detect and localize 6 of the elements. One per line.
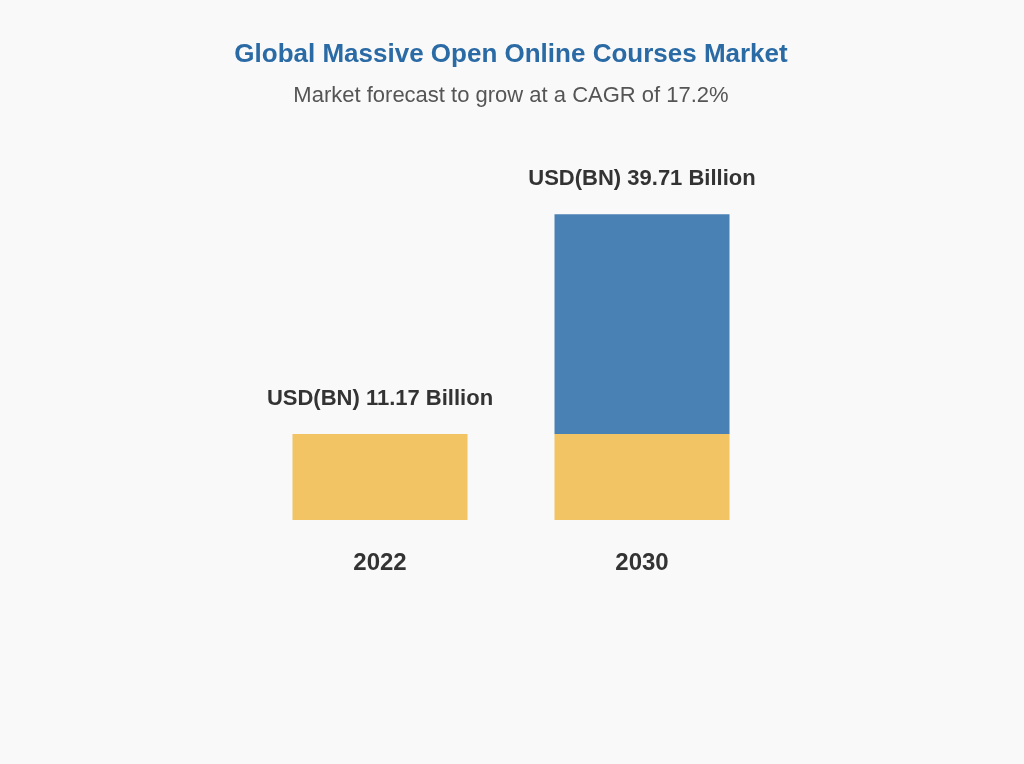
chart-title: Global Massive Open Online Courses Market <box>234 38 789 68</box>
total-label: USD(BN) 39.71 Billion <box>528 165 756 191</box>
x-tick-label: 2030 <box>615 547 669 575</box>
chart-subtitle: Market forecast to grow at a CAGR of 17.2% <box>293 82 729 107</box>
x-tick-label: 2022 <box>353 547 407 575</box>
data-label: USD(BN) 11.17 Billion <box>266 384 494 410</box>
